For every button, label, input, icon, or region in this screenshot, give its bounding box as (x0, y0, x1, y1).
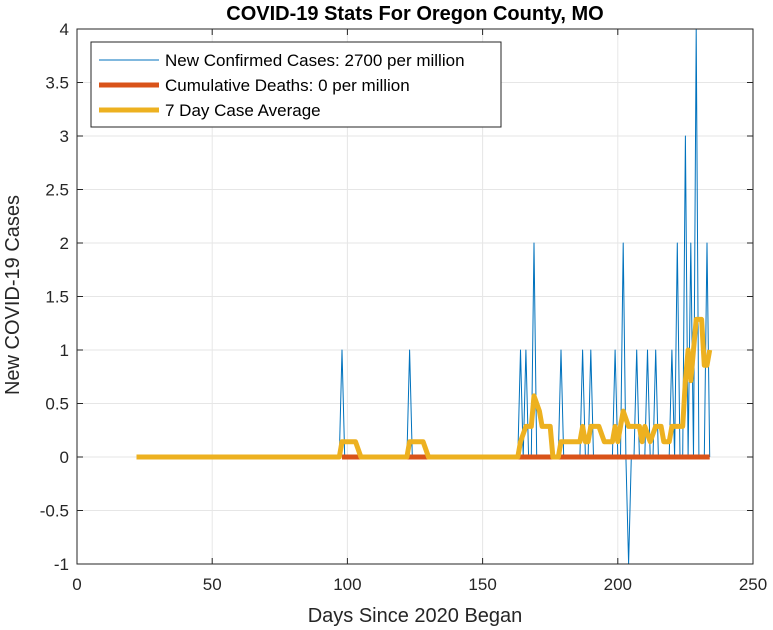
data-series (136, 28, 713, 565)
y-tick-label: 3 (60, 127, 69, 146)
axes-frame (76, 28, 754, 565)
y-tick-label: 2 (60, 234, 69, 253)
chart-title: COVID-19 Stats For Oregon County, MO (226, 3, 603, 25)
series-line-3 (136, 316, 713, 460)
y-tick-label: 1.5 (45, 288, 69, 307)
y-tick-label: 3.5 (45, 74, 69, 93)
series-line-1 (136, 28, 711, 565)
y-tick-label: 2.5 (45, 181, 69, 200)
x-tick-label: 150 (468, 575, 496, 594)
x-tick-label: 100 (333, 575, 361, 594)
legend-label-2: Cumulative Deaths: 0 per million (165, 76, 410, 95)
x-tick-label: 250 (739, 575, 767, 594)
x-axis-title: Days Since 2020 Began (308, 605, 523, 627)
y-tick-label: 0.5 (45, 395, 69, 414)
y-tick-label: 0 (60, 448, 69, 467)
legend-label-3: 7 Day Case Average (165, 101, 321, 120)
x-tick-label: 50 (203, 575, 222, 594)
legend-label-1: New Confirmed Cases: 2700 per million (165, 51, 465, 70)
x-tick-label: 200 (604, 575, 632, 594)
y-tick-label: 4 (60, 20, 69, 39)
legend-box (90, 41, 502, 128)
legend: New Confirmed Cases: 2700 per million Cum… (90, 41, 502, 128)
y-tick-label: -1 (54, 555, 69, 574)
y-tick-label: 1 (60, 341, 69, 360)
y-axis-title: New COVID-19 Cases (2, 195, 24, 395)
tick-labels: 0 50 100 150 200 250 -1 -0.5 0 0.5 1 1.5 2 2.5 3 3.5 4 (40, 20, 767, 594)
x-tick-label: 0 (72, 575, 81, 594)
y-tick-label: -0.5 (40, 502, 69, 521)
